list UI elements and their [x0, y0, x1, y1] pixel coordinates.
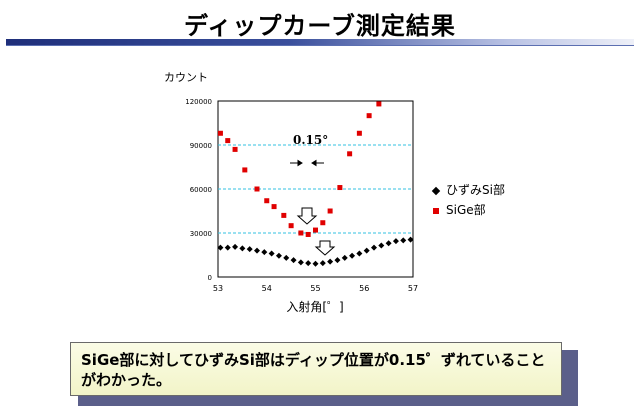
conclusion-note: SiGe部に対してひずみSi部はディップ位置が0.15゜ずれていることがわかった…: [70, 342, 562, 396]
sige-point: [225, 138, 231, 144]
sige-point: [366, 113, 372, 119]
sige-point: [264, 198, 270, 204]
x-tick-label: 53: [213, 284, 223, 293]
y-tick-label: 60000: [190, 186, 212, 194]
diamond-marker-icon: [430, 180, 442, 200]
y-tick-label: 120000: [185, 98, 212, 106]
sige-point: [356, 130, 362, 136]
x-tick-labels: 53 54 55 56 57: [213, 284, 418, 293]
strained-si-point: [254, 247, 260, 254]
y-axis-label: カウント: [164, 71, 208, 84]
x-tick-label: 56: [359, 284, 369, 293]
sige-point: [305, 231, 311, 237]
strained-si-point: [371, 244, 377, 251]
y-tick-label: 0: [208, 274, 212, 282]
legend-item-sige: SiGe部: [430, 200, 505, 220]
sige-point: [313, 227, 318, 233]
strained-si-point: [327, 258, 334, 265]
strained-si-point: [319, 260, 326, 267]
y-tick-label: 90000: [190, 142, 212, 150]
sige-point: [376, 101, 382, 107]
sige-point: [327, 208, 333, 214]
sige-point: [320, 220, 326, 226]
sige-point: [337, 185, 343, 191]
strained-si-point: [392, 238, 399, 245]
strained-si-point: [297, 259, 304, 266]
sige-point: [242, 167, 248, 173]
strained-si-point: [283, 254, 290, 261]
x-tick-label: 57: [408, 284, 418, 293]
strained-si-point: [312, 260, 319, 267]
strained-si-point: [305, 260, 312, 267]
legend-item-strained-si: ひずみSi部: [430, 180, 505, 200]
strained-si-point: [232, 243, 239, 250]
strained-si-point: [356, 250, 363, 257]
dip-arrow-lower: [314, 240, 336, 256]
square-marker-icon: [430, 200, 442, 220]
x-tick-label: 55: [310, 284, 320, 293]
strained-si-point: [407, 236, 414, 243]
sige-point: [271, 204, 277, 210]
sige-point: [232, 146, 238, 152]
dip-arrow-upper: [296, 207, 318, 225]
grid-lines: [218, 144, 413, 234]
left-arrow: [290, 159, 303, 167]
sige-point: [347, 151, 353, 157]
annotation-label: 0.15°: [293, 133, 328, 147]
x-tick-label: 54: [262, 284, 272, 293]
dip-curve-chart: カウント 0 30000 60000 90000 120000 53 54 55 56 57 0…: [164, 71, 418, 314]
sige-point: [217, 130, 223, 136]
strained-si-point: [217, 244, 224, 251]
strained-si-point: [363, 247, 370, 254]
x-axis-label: 入射角[゜]: [286, 299, 343, 314]
sige-point: [298, 230, 304, 236]
chart-legend: ひずみSi部 SiGe部: [430, 180, 505, 220]
annotation-group: 0.15°: [290, 133, 336, 256]
strained-si-point: [290, 257, 297, 264]
sige-point: [281, 212, 287, 218]
title-underline: [6, 39, 634, 46]
right-arrow: [311, 159, 324, 167]
strained-si-point: [334, 257, 341, 264]
y-tick-label: 30000: [190, 230, 212, 238]
strained-si-point: [224, 244, 231, 251]
strained-si-point: [341, 254, 348, 261]
strained-si-point: [275, 252, 282, 259]
strained-si-point: [268, 250, 275, 257]
y-tick-labels: 0 30000 60000 90000 120000: [185, 98, 212, 282]
strained-si-point: [378, 242, 385, 249]
legend-label-strained-si: ひずみSi部: [446, 183, 505, 197]
strained-si-point: [385, 240, 392, 247]
strained-si-point: [261, 249, 268, 256]
strained-si-point: [246, 246, 253, 253]
page-title: ディップカーブ測定結果: [184, 12, 456, 40]
sige-point: [288, 223, 294, 229]
legend-label-sige: SiGe部: [446, 203, 486, 217]
strained-si-point: [239, 245, 246, 252]
data-points: [217, 101, 414, 267]
strained-si-point: [400, 237, 407, 244]
sige-point: [254, 186, 260, 192]
strained-si-point: [349, 252, 356, 259]
